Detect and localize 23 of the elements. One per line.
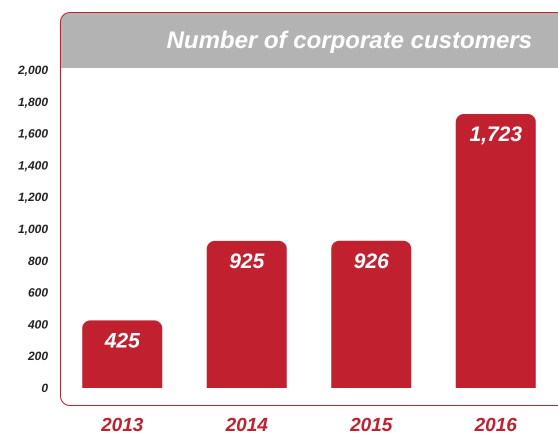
y-tick-label: 1,200 <box>18 190 48 204</box>
data-label: 1,723 <box>469 123 522 146</box>
x-tick-label: 2016 <box>474 415 518 436</box>
y-tick-label: 0 <box>41 381 48 395</box>
y-tick-label: 1,400 <box>18 158 48 172</box>
x-tick-label: 2013 <box>100 415 144 436</box>
y-tick-label: 600 <box>28 286 48 300</box>
bar <box>206 240 287 388</box>
data-label: 926 <box>354 250 390 273</box>
y-tick-label: 400 <box>26 317 48 332</box>
data-label: 925 <box>229 250 265 273</box>
x-tick-label: 2014 <box>224 415 268 436</box>
bar <box>82 320 162 388</box>
x-tick-label: 2015 <box>349 415 393 436</box>
y-tick-label: 2,000 <box>16 63 48 77</box>
data-label: 425 <box>104 329 140 352</box>
y-tick-label: 800 <box>28 254 48 268</box>
bar <box>331 240 412 388</box>
bar <box>456 114 536 388</box>
y-tick-label: 1,600 <box>18 126 48 141</box>
y-tick-label: 1,800 <box>18 94 48 109</box>
y-tick-label: 1,000 <box>18 222 48 236</box>
y-tick-label: 200 <box>26 349 48 364</box>
